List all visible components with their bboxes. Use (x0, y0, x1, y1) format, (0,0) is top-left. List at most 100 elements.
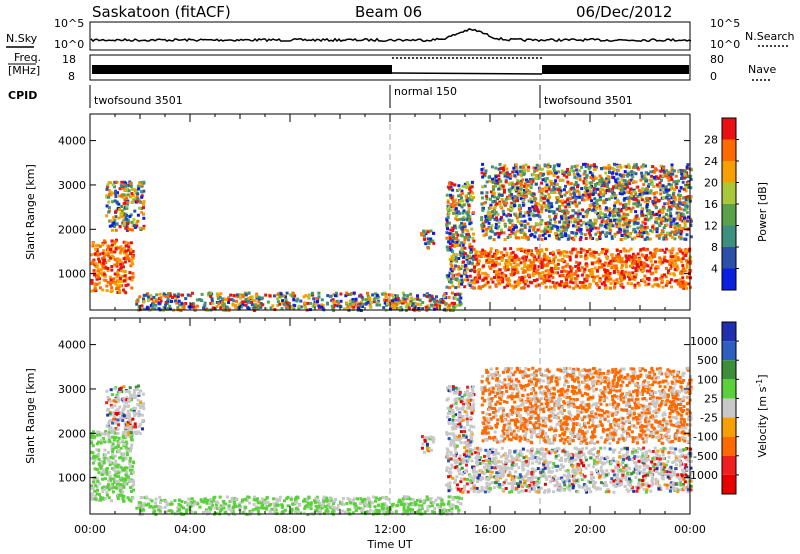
echo-cell (280, 307, 284, 310)
echo-cell (101, 251, 105, 255)
echo-cell (658, 181, 662, 185)
echo-cell (583, 170, 587, 174)
echo-cell (654, 260, 657, 264)
echo-cell (621, 187, 625, 191)
echo-cell (604, 252, 607, 256)
echo-cell (119, 249, 123, 253)
echo-cell (498, 231, 502, 235)
echo-cell (520, 170, 524, 173)
echo-cell (460, 196, 463, 200)
echo-cell (481, 206, 485, 210)
echo-cell (572, 238, 576, 242)
echo-cell (131, 200, 135, 204)
echo-cell (108, 275, 112, 279)
echo-cell (154, 303, 158, 307)
echo-cell (112, 191, 116, 195)
echo-cell (128, 462, 132, 465)
echo-cell (545, 258, 549, 262)
echo-cell (91, 444, 95, 448)
echo-cell (122, 265, 125, 269)
echo-cell (531, 272, 535, 275)
echo-cell (511, 185, 515, 189)
echo-cell (551, 276, 555, 279)
echo-cell (642, 183, 646, 187)
echo-cell (486, 210, 490, 214)
echo-cell (175, 301, 179, 305)
echo-cell (660, 248, 664, 252)
echo-cell (502, 274, 506, 278)
echo-cell (272, 294, 276, 298)
velocity-echo-cells (90, 366, 693, 517)
echo-cell (670, 178, 674, 181)
echo-cell (124, 284, 128, 287)
echo-cell (109, 248, 112, 251)
echo-cell (487, 175, 491, 179)
echo-cell (107, 254, 111, 258)
echo-cell (234, 304, 238, 307)
echo-cell (502, 168, 506, 172)
echo-cell (101, 243, 105, 247)
echo-cell (597, 215, 601, 219)
echo-cell (107, 451, 110, 454)
echo-cell (665, 247, 668, 251)
echo-cell (549, 251, 552, 255)
echo-cell (394, 294, 398, 298)
echo-cell (129, 437, 133, 441)
echo-cell (162, 292, 166, 296)
echo-cell (363, 499, 367, 503)
echo-cell (477, 259, 481, 263)
echo-cell (460, 280, 464, 284)
echo-cell (581, 193, 585, 197)
echo-cell (571, 214, 575, 218)
echo-cell (369, 305, 372, 309)
echo-cell (510, 219, 514, 223)
echo-cell (457, 194, 461, 198)
echo-cell (594, 251, 598, 255)
echo-cell (598, 174, 602, 178)
echo-cell (128, 456, 132, 460)
echo-cell (556, 225, 560, 229)
echo-cell (531, 254, 535, 257)
echo-cell (599, 187, 603, 191)
echo-cell (371, 293, 375, 297)
echo-cell (629, 247, 633, 251)
echo-cell (568, 258, 572, 262)
echo-cell (450, 301, 454, 305)
echo-cell (357, 302, 360, 306)
echo-cell (369, 300, 373, 304)
echo-cell (513, 266, 517, 270)
echo-cell (530, 193, 534, 197)
echo-cell (685, 210, 689, 214)
echo-cell (480, 226, 484, 230)
echo-cell (497, 167, 501, 171)
echo-cell (487, 265, 491, 269)
echo-cell (333, 303, 337, 307)
echo-cell (484, 233, 488, 237)
echo-cell (604, 171, 608, 175)
echo-cell (628, 254, 632, 258)
echo-cell (546, 170, 550, 174)
echo-cell (627, 202, 631, 206)
echo-cell (555, 281, 559, 285)
echo-cell (104, 252, 108, 256)
echo-cell (631, 237, 634, 241)
echo-cell (131, 262, 135, 266)
echo-cell (320, 305, 323, 309)
echo-cell (631, 197, 635, 200)
echo-cell (90, 436, 94, 440)
echo-cell (654, 175, 658, 179)
echo-cell (128, 468, 132, 472)
echo-cell (658, 213, 662, 217)
echo-cell (609, 259, 613, 263)
echo-cell (107, 426, 111, 430)
echo-cell (131, 479, 135, 483)
echo-cell (620, 264, 624, 268)
echo-cell (421, 307, 424, 311)
echo-cell (547, 204, 551, 208)
echo-cell (588, 219, 592, 223)
echo-cell (456, 233, 460, 237)
echo-cell (571, 196, 575, 200)
echo-cell (123, 482, 127, 486)
echo-cell (101, 496, 105, 500)
echo-cell (119, 245, 123, 249)
